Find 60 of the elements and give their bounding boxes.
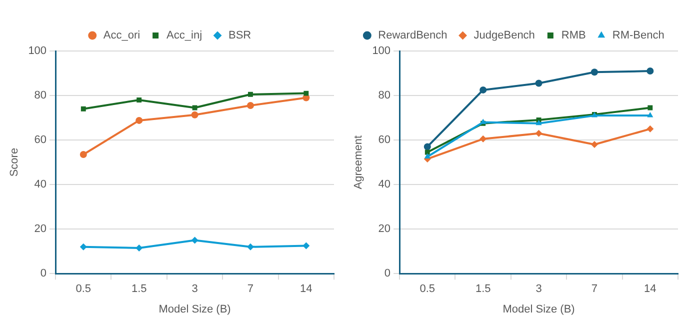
legend-label: BSR bbox=[228, 30, 252, 42]
point bbox=[136, 97, 142, 102]
point bbox=[248, 92, 253, 97]
point bbox=[590, 68, 598, 76]
x-axis-title: Model Size (B) bbox=[158, 303, 231, 316]
point bbox=[647, 112, 654, 118]
point bbox=[192, 105, 198, 110]
legend-label: RM-Bench bbox=[612, 30, 664, 42]
point bbox=[424, 143, 431, 150]
point bbox=[646, 68, 654, 75]
point bbox=[80, 243, 87, 250]
point bbox=[246, 102, 254, 110]
y-tick-label: 60 bbox=[378, 134, 391, 146]
point bbox=[80, 151, 87, 158]
x-tick-label: 1.5 bbox=[131, 283, 147, 296]
x-tick-label: 1.5 bbox=[475, 283, 491, 296]
point bbox=[480, 86, 487, 94]
y-tick-label: 60 bbox=[34, 134, 47, 146]
y-tick-label: 0 bbox=[384, 268, 391, 280]
y-tick-label: 100 bbox=[28, 45, 47, 58]
x-tick-label: 3 bbox=[192, 283, 198, 296]
x-tick-label: 14 bbox=[644, 283, 656, 296]
point bbox=[246, 243, 254, 250]
point bbox=[136, 244, 143, 252]
point bbox=[424, 153, 430, 158]
point bbox=[304, 90, 309, 96]
point bbox=[302, 242, 310, 250]
x-tick-label: 7 bbox=[247, 283, 254, 296]
point bbox=[535, 130, 542, 137]
x-tick-label: 3 bbox=[536, 283, 542, 296]
point bbox=[536, 120, 542, 126]
point bbox=[646, 125, 654, 132]
point bbox=[191, 111, 198, 118]
x-tick-label: 7 bbox=[591, 283, 598, 296]
point bbox=[136, 116, 143, 124]
y-tick-label: 20 bbox=[378, 223, 391, 236]
legend-label: Acc_ori bbox=[103, 30, 140, 42]
point bbox=[590, 140, 598, 148]
y-axis-title: Score bbox=[8, 148, 21, 177]
point bbox=[535, 80, 542, 87]
legend-label: RewardBench bbox=[378, 30, 448, 42]
y-tick-label: 40 bbox=[34, 178, 47, 191]
point bbox=[191, 236, 198, 244]
point bbox=[648, 105, 653, 110]
y-tick-label: 20 bbox=[34, 223, 47, 236]
legend-label: JudgeBench bbox=[474, 30, 535, 42]
legend-label: RMB bbox=[561, 30, 586, 42]
x-axis-title: Model Size (B) bbox=[502, 303, 575, 316]
y-axis-title: Agreement bbox=[352, 135, 365, 190]
x-tick-label: 14 bbox=[300, 283, 312, 296]
point bbox=[480, 135, 487, 142]
x-tick-label: 0.5 bbox=[420, 283, 436, 296]
y-tick-label: 100 bbox=[372, 45, 391, 58]
x-tick-label: 0.5 bbox=[76, 283, 92, 296]
y-tick-label: 80 bbox=[378, 90, 391, 102]
legend-label: Acc_inj bbox=[166, 30, 202, 42]
y-tick-label: 40 bbox=[378, 178, 391, 191]
y-tick-label: 80 bbox=[34, 90, 47, 102]
point bbox=[80, 106, 86, 112]
y-tick-label: 0 bbox=[40, 268, 47, 280]
